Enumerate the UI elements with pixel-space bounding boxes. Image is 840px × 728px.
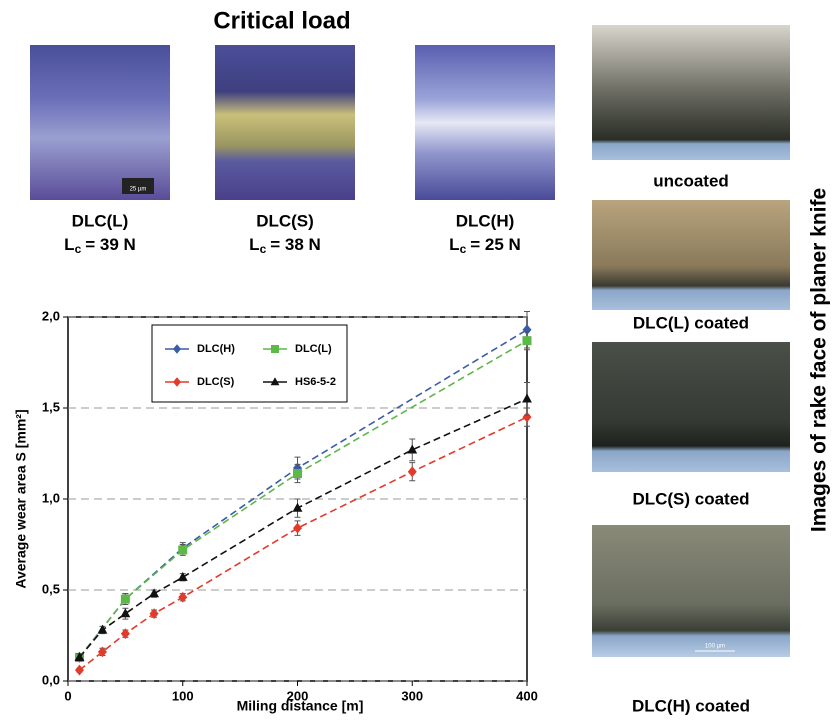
marker bbox=[121, 628, 130, 639]
scale-bar-label: 25 µm bbox=[130, 187, 147, 193]
x-tick-label: 300 bbox=[401, 688, 423, 703]
micrograph bbox=[30, 45, 170, 200]
image-caption: DLC(H) coated bbox=[632, 696, 750, 715]
marker bbox=[97, 625, 107, 634]
marker bbox=[523, 336, 532, 345]
side-title: Images of rake face of planer knife bbox=[808, 188, 831, 532]
image-caption: DLC(S) coated bbox=[632, 489, 749, 508]
sample-name: DLC(H) bbox=[456, 211, 515, 230]
y-tick-label: 0,5 bbox=[42, 581, 60, 596]
title: Critical load bbox=[213, 7, 350, 34]
micrograph bbox=[415, 45, 555, 200]
sample-name: DLC(L) bbox=[72, 211, 129, 230]
series-line bbox=[79, 399, 527, 657]
y-tick-label: 2,0 bbox=[42, 308, 60, 323]
rake-image bbox=[592, 525, 790, 657]
series-line bbox=[79, 417, 527, 670]
y-tick-label: 1,0 bbox=[42, 490, 60, 505]
y-tick-label: 1,5 bbox=[42, 399, 60, 414]
micrograph bbox=[215, 45, 355, 200]
x-tick-label: 100 bbox=[172, 688, 194, 703]
marker bbox=[178, 592, 187, 603]
figure: Critical load 25 µm DLC(L) Lc= 39 N DLC(… bbox=[0, 0, 840, 723]
marker bbox=[120, 608, 130, 617]
marker bbox=[522, 394, 532, 403]
y-axis-label: Average wear area S [mm²] bbox=[13, 409, 29, 588]
marker bbox=[408, 466, 417, 477]
legend bbox=[152, 325, 347, 402]
y-tick-label: 0,0 bbox=[42, 672, 60, 687]
x-tick-label: 200 bbox=[287, 688, 309, 703]
image-caption: uncoated bbox=[653, 171, 729, 190]
marker bbox=[178, 545, 187, 554]
rake-image bbox=[592, 25, 790, 160]
legend-label: HS6-5-2 bbox=[295, 376, 336, 388]
scale-bar-label: 100 µm bbox=[705, 644, 725, 650]
marker bbox=[75, 665, 84, 676]
marker bbox=[271, 345, 279, 353]
image-caption: DLC(L) coated bbox=[633, 313, 749, 332]
sample-name: DLC(S) bbox=[256, 211, 314, 230]
critical-load: Lc= 38 N bbox=[249, 235, 321, 256]
marker bbox=[121, 595, 130, 604]
rake-image bbox=[592, 342, 790, 472]
marker bbox=[293, 523, 302, 534]
marker bbox=[293, 469, 302, 478]
critical-load: Lc= 39 N bbox=[64, 235, 136, 256]
x-tick-label: 400 bbox=[516, 688, 538, 703]
legend-label: DLC(L) bbox=[295, 343, 332, 355]
critical-load: Lc= 25 N bbox=[449, 235, 521, 256]
legend-label: DLC(H) bbox=[197, 343, 235, 355]
x-tick-label: 0 bbox=[64, 688, 71, 703]
marker bbox=[98, 646, 107, 657]
marker bbox=[178, 572, 188, 581]
rake-image bbox=[592, 200, 790, 310]
legend-label: DLC(S) bbox=[197, 376, 235, 388]
marker bbox=[150, 608, 159, 619]
